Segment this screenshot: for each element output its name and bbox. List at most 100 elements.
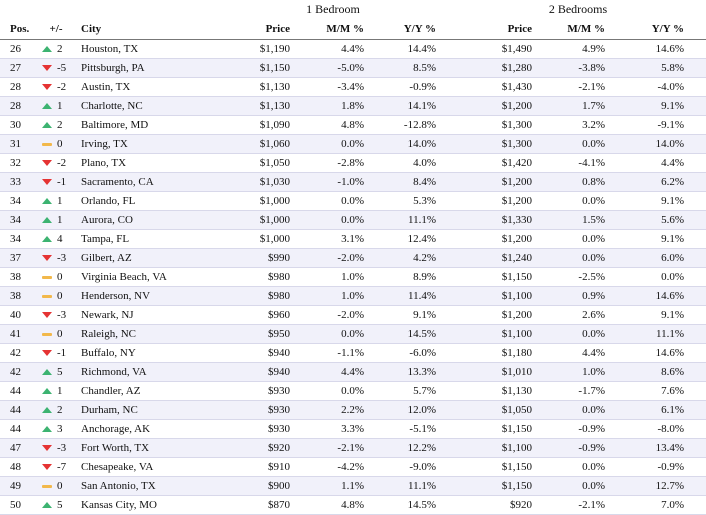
mm-2br-cell: -2.5% xyxy=(540,267,619,287)
rank-cell: 31 xyxy=(0,134,38,154)
rank-cell: 30 xyxy=(0,115,38,135)
yy-1br-cell: 8.9% xyxy=(378,267,450,287)
city-cell: Durham, NC xyxy=(74,400,216,420)
rank-change-cell: 0 xyxy=(55,134,74,154)
price-2br-cell: $1,150 xyxy=(450,457,540,477)
trend-cell xyxy=(38,153,55,173)
mm-2br-cell: 4.4% xyxy=(540,343,619,363)
yy-1br-cell: 5.7% xyxy=(378,381,450,401)
price-1br-cell: $980 xyxy=(216,267,298,287)
city-cell: Richmond, VA xyxy=(74,362,216,382)
column-header-price-1br[interactable]: Price xyxy=(216,19,298,40)
mm-1br-cell: -4.2% xyxy=(298,457,378,477)
rank-cell: 34 xyxy=(0,229,38,249)
city-cell: Sacramento, CA xyxy=(74,172,216,192)
trend-cell xyxy=(38,400,55,420)
yy-2br-cell: -4.0% xyxy=(619,77,706,97)
trend-up-icon xyxy=(41,426,52,433)
yy-2br-cell: 4.4% xyxy=(619,153,706,173)
trend-cell xyxy=(38,248,55,268)
mm-1br-cell: -5.0% xyxy=(298,58,378,78)
trend-down-icon xyxy=(41,160,52,167)
column-header-city[interactable]: City xyxy=(74,19,216,40)
table-row: 38 0 Henderson, NV $980 1.0% 11.4% $1,10… xyxy=(0,286,706,306)
rank-change-cell: 1 xyxy=(55,191,74,211)
city-cell: Henderson, NV xyxy=(74,286,216,306)
rank-cell: 32 xyxy=(0,153,38,173)
trend-cell xyxy=(38,419,55,439)
yy-2br-cell: 14.6% xyxy=(619,39,706,59)
yy-2br-cell: 14.6% xyxy=(619,343,706,363)
yy-1br-cell: -9.0% xyxy=(378,457,450,477)
rank-change-cell: 3 xyxy=(55,419,74,439)
mm-2br-cell: -1.7% xyxy=(540,381,619,401)
mm-1br-cell: -2.0% xyxy=(298,248,378,268)
price-2br-cell: $1,200 xyxy=(450,96,540,116)
yy-2br-cell: 8.6% xyxy=(619,362,706,382)
table-row: 44 2 Durham, NC $930 2.2% 12.0% $1,050 0… xyxy=(0,400,706,420)
trend-cell xyxy=(38,343,55,363)
rank-change-cell: -2 xyxy=(55,153,74,173)
yy-1br-cell: 14.1% xyxy=(378,96,450,116)
yy-2br-cell: 7.0% xyxy=(619,495,706,515)
yy-1br-cell: 11.1% xyxy=(378,476,450,496)
city-cell: Tampa, FL xyxy=(74,229,216,249)
trend-cell xyxy=(38,286,55,306)
yy-1br-cell: 12.4% xyxy=(378,229,450,249)
table-row: 42 -1 Buffalo, NY $940 -1.1% -6.0% $1,18… xyxy=(0,343,706,363)
city-cell: Plano, TX xyxy=(74,153,216,173)
table-row: 48 -7 Chesapeake, VA $910 -4.2% -9.0% $1… xyxy=(0,457,706,477)
city-cell: Buffalo, NY xyxy=(74,343,216,363)
price-1br-cell: $940 xyxy=(216,362,298,382)
yy-1br-cell: -12.8% xyxy=(378,115,450,135)
column-header-price-2br[interactable]: Price xyxy=(450,19,540,40)
price-1br-cell: $910 xyxy=(216,457,298,477)
column-header-yy-2br[interactable]: Y/Y % xyxy=(619,19,706,40)
price-2br-cell: $1,150 xyxy=(450,267,540,287)
city-cell: Kansas City, MO xyxy=(74,495,216,515)
column-header-change[interactable]: +/- xyxy=(38,19,74,40)
rank-change-cell: 1 xyxy=(55,210,74,230)
yy-1br-cell: -0.9% xyxy=(378,77,450,97)
yy-1br-cell: 11.1% xyxy=(378,210,450,230)
trend-up-icon xyxy=(41,369,52,376)
trend-cell xyxy=(38,438,55,458)
column-header-yy-1br[interactable]: Y/Y % xyxy=(378,19,450,40)
trend-up-icon xyxy=(41,122,52,129)
rank-change-cell: 4 xyxy=(55,229,74,249)
rank-cell: 26 xyxy=(0,39,38,59)
rank-change-cell: 0 xyxy=(55,324,74,344)
mm-1br-cell: 1.8% xyxy=(298,96,378,116)
price-1br-cell: $1,000 xyxy=(216,210,298,230)
trend-down-icon xyxy=(41,350,52,357)
column-header-mm-1br[interactable]: M/M % xyxy=(298,19,378,40)
price-2br-cell: $1,010 xyxy=(450,362,540,382)
trend-cell xyxy=(38,381,55,401)
mm-1br-cell: 3.1% xyxy=(298,229,378,249)
mm-1br-cell: 0.0% xyxy=(298,134,378,154)
mm-2br-cell: 1.0% xyxy=(540,362,619,382)
mm-2br-cell: 0.0% xyxy=(540,457,619,477)
trend-up-icon xyxy=(41,217,52,224)
mm-1br-cell: 0.0% xyxy=(298,210,378,230)
price-1br-cell: $1,130 xyxy=(216,96,298,116)
price-1br-cell: $870 xyxy=(216,495,298,515)
rank-change-cell: -5 xyxy=(55,58,74,78)
price-1br-cell: $1,090 xyxy=(216,115,298,135)
rank-change-cell: -3 xyxy=(55,438,74,458)
trend-cell xyxy=(38,172,55,192)
yy-2br-cell: -9.1% xyxy=(619,115,706,135)
yy-2br-cell: 7.6% xyxy=(619,381,706,401)
table-row: 37 -3 Gilbert, AZ $990 -2.0% 4.2% $1,240… xyxy=(0,248,706,268)
price-1br-cell: $1,130 xyxy=(216,77,298,97)
rank-change-cell: 0 xyxy=(55,267,74,287)
trend-same-icon xyxy=(41,294,52,298)
yy-2br-cell: 9.1% xyxy=(619,229,706,249)
column-header-pos[interactable]: Pos. xyxy=(0,19,38,40)
yy-2br-cell: 5.8% xyxy=(619,58,706,78)
price-1br-cell: $1,000 xyxy=(216,229,298,249)
trend-cell xyxy=(38,39,55,59)
mm-2br-cell: -4.1% xyxy=(540,153,619,173)
trend-cell xyxy=(38,77,55,97)
column-header-mm-2br[interactable]: M/M % xyxy=(540,19,619,40)
